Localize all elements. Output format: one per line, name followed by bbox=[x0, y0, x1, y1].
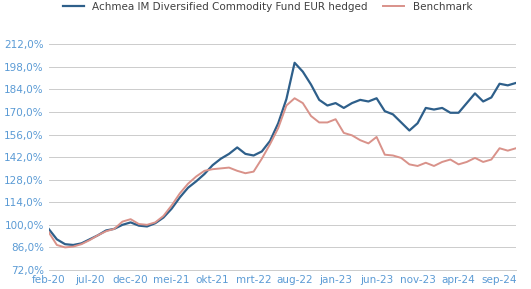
Benchmark bbox=[160, 214, 167, 218]
Benchmark bbox=[292, 97, 298, 100]
Achmea IM Diversified Commodity Fund EUR hedged bbox=[70, 243, 76, 247]
Benchmark bbox=[513, 147, 519, 150]
Achmea IM Diversified Commodity Fund EUR hedged bbox=[513, 81, 519, 85]
Legend: Achmea IM Diversified Commodity Fund EUR hedged, Benchmark: Achmea IM Diversified Commodity Fund EUR… bbox=[63, 2, 472, 12]
Benchmark bbox=[456, 163, 462, 166]
Benchmark bbox=[46, 230, 52, 234]
Achmea IM Diversified Commodity Fund EUR hedged bbox=[160, 216, 167, 219]
Achmea IM Diversified Commodity Fund EUR hedged bbox=[456, 111, 462, 114]
Achmea IM Diversified Commodity Fund EUR hedged bbox=[496, 82, 503, 86]
Benchmark bbox=[373, 135, 380, 139]
Benchmark bbox=[62, 246, 68, 249]
Benchmark bbox=[406, 163, 413, 166]
Achmea IM Diversified Commodity Fund EUR hedged bbox=[373, 97, 380, 100]
Achmea IM Diversified Commodity Fund EUR hedged bbox=[292, 61, 298, 64]
Achmea IM Diversified Commodity Fund EUR hedged bbox=[168, 207, 175, 210]
Achmea IM Diversified Commodity Fund EUR hedged bbox=[46, 227, 52, 231]
Line: Achmea IM Diversified Commodity Fund EUR hedged: Achmea IM Diversified Commodity Fund EUR… bbox=[49, 63, 516, 245]
Benchmark bbox=[496, 147, 503, 150]
Line: Benchmark: Benchmark bbox=[49, 98, 516, 247]
Achmea IM Diversified Commodity Fund EUR hedged bbox=[406, 129, 413, 132]
Benchmark bbox=[168, 204, 175, 207]
